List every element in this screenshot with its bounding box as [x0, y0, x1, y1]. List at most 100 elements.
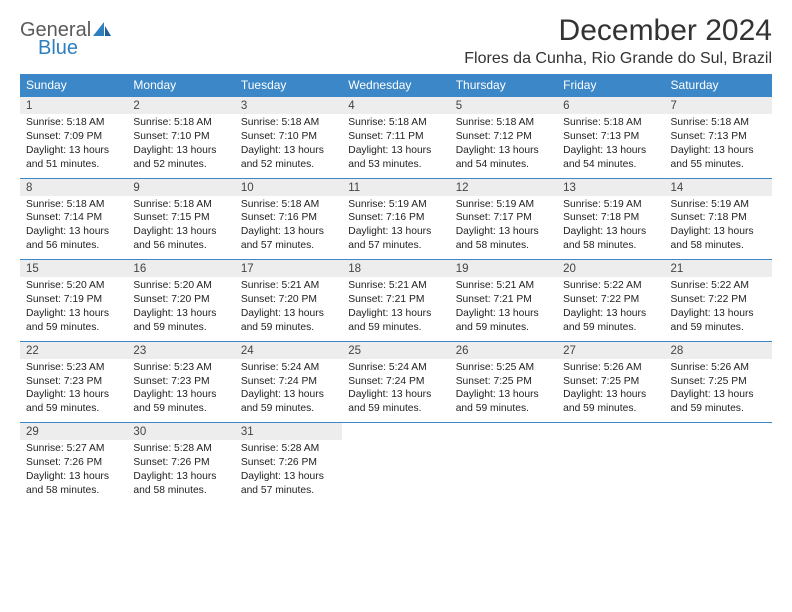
- sunset-line: Sunset: 7:23 PM: [26, 375, 121, 389]
- daylight-line: Daylight: 13 hours and 59 minutes.: [133, 307, 228, 335]
- day-number-cell: [665, 423, 772, 441]
- day-detail-cell: Sunrise: 5:18 AMSunset: 7:14 PMDaylight:…: [20, 196, 127, 260]
- sunrise-line: Sunrise: 5:26 AM: [563, 361, 658, 375]
- daylight-line: Daylight: 13 hours and 51 minutes.: [26, 144, 121, 172]
- sunrise-line: Sunrise: 5:18 AM: [26, 116, 121, 130]
- day-detail-row: Sunrise: 5:18 AMSunset: 7:09 PMDaylight:…: [20, 114, 772, 178]
- daylight-line: Daylight: 13 hours and 53 minutes.: [348, 144, 443, 172]
- sunrise-line: Sunrise: 5:21 AM: [241, 279, 336, 293]
- sunrise-line: Sunrise: 5:23 AM: [133, 361, 228, 375]
- sunrise-line: Sunrise: 5:26 AM: [671, 361, 766, 375]
- day-detail-row: Sunrise: 5:18 AMSunset: 7:14 PMDaylight:…: [20, 196, 772, 260]
- sunset-line: Sunset: 7:09 PM: [26, 130, 121, 144]
- sunrise-line: Sunrise: 5:21 AM: [348, 279, 443, 293]
- sunset-line: Sunset: 7:19 PM: [26, 293, 121, 307]
- day-number-cell: 28: [665, 341, 772, 359]
- daylight-line: Daylight: 13 hours and 55 minutes.: [671, 144, 766, 172]
- sunrise-line: Sunrise: 5:19 AM: [563, 198, 658, 212]
- day-detail-cell: Sunrise: 5:20 AMSunset: 7:19 PMDaylight:…: [20, 277, 127, 341]
- day-number-cell: 14: [665, 178, 772, 196]
- sunset-line: Sunset: 7:21 PM: [456, 293, 551, 307]
- sunset-line: Sunset: 7:20 PM: [241, 293, 336, 307]
- sunset-line: Sunset: 7:11 PM: [348, 130, 443, 144]
- day-detail-row: Sunrise: 5:20 AMSunset: 7:19 PMDaylight:…: [20, 277, 772, 341]
- day-detail-cell: Sunrise: 5:18 AMSunset: 7:12 PMDaylight:…: [450, 114, 557, 178]
- day-detail-cell: Sunrise: 5:19 AMSunset: 7:18 PMDaylight:…: [665, 196, 772, 260]
- day-number-cell: 31: [235, 423, 342, 441]
- day-detail-cell: [342, 440, 449, 504]
- weekday-header: Monday: [127, 74, 234, 97]
- day-detail-cell: [665, 440, 772, 504]
- daylight-line: Daylight: 13 hours and 58 minutes.: [133, 470, 228, 498]
- day-detail-cell: Sunrise: 5:21 AMSunset: 7:20 PMDaylight:…: [235, 277, 342, 341]
- sunrise-line: Sunrise: 5:18 AM: [133, 116, 228, 130]
- day-detail-cell: Sunrise: 5:22 AMSunset: 7:22 PMDaylight:…: [665, 277, 772, 341]
- day-detail-cell: [450, 440, 557, 504]
- day-number-cell: 8: [20, 178, 127, 196]
- sunrise-line: Sunrise: 5:18 AM: [563, 116, 658, 130]
- day-detail-cell: Sunrise: 5:18 AMSunset: 7:10 PMDaylight:…: [127, 114, 234, 178]
- day-detail-cell: Sunrise: 5:18 AMSunset: 7:13 PMDaylight:…: [557, 114, 664, 178]
- day-number-cell: 16: [127, 260, 234, 278]
- logo: General Blue: [20, 14, 111, 58]
- day-number-cell: 26: [450, 341, 557, 359]
- sunset-line: Sunset: 7:10 PM: [133, 130, 228, 144]
- sunset-line: Sunset: 7:24 PM: [241, 375, 336, 389]
- day-detail-cell: Sunrise: 5:19 AMSunset: 7:17 PMDaylight:…: [450, 196, 557, 260]
- logo-text: General Blue: [20, 20, 111, 58]
- day-number-cell: 18: [342, 260, 449, 278]
- sunset-line: Sunset: 7:26 PM: [241, 456, 336, 470]
- daylight-line: Daylight: 13 hours and 52 minutes.: [133, 144, 228, 172]
- sunrise-line: Sunrise: 5:28 AM: [133, 442, 228, 456]
- day-detail-cell: Sunrise: 5:25 AMSunset: 7:25 PMDaylight:…: [450, 359, 557, 423]
- day-detail-cell: Sunrise: 5:18 AMSunset: 7:10 PMDaylight:…: [235, 114, 342, 178]
- sunset-line: Sunset: 7:25 PM: [563, 375, 658, 389]
- day-number-cell: 6: [557, 97, 664, 115]
- sunset-line: Sunset: 7:24 PM: [348, 375, 443, 389]
- daylight-line: Daylight: 13 hours and 58 minutes.: [671, 225, 766, 253]
- daylight-line: Daylight: 13 hours and 59 minutes.: [563, 307, 658, 335]
- calendar-table: Sunday Monday Tuesday Wednesday Thursday…: [20, 74, 772, 504]
- sunrise-line: Sunrise: 5:19 AM: [671, 198, 766, 212]
- sunset-line: Sunset: 7:21 PM: [348, 293, 443, 307]
- daylight-line: Daylight: 13 hours and 59 minutes.: [133, 388, 228, 416]
- title-block: December 2024 Flores da Cunha, Rio Grand…: [464, 14, 772, 68]
- day-number-row: 293031: [20, 423, 772, 441]
- day-number-cell: 27: [557, 341, 664, 359]
- day-detail-cell: Sunrise: 5:22 AMSunset: 7:22 PMDaylight:…: [557, 277, 664, 341]
- weekday-header: Tuesday: [235, 74, 342, 97]
- sunset-line: Sunset: 7:10 PM: [241, 130, 336, 144]
- sunrise-line: Sunrise: 5:21 AM: [456, 279, 551, 293]
- day-number-cell: 22: [20, 341, 127, 359]
- day-number-cell: 3: [235, 97, 342, 115]
- day-number-cell: 1: [20, 97, 127, 115]
- day-detail-cell: Sunrise: 5:24 AMSunset: 7:24 PMDaylight:…: [235, 359, 342, 423]
- day-number-cell: 17: [235, 260, 342, 278]
- day-detail-cell: Sunrise: 5:19 AMSunset: 7:18 PMDaylight:…: [557, 196, 664, 260]
- daylight-line: Daylight: 13 hours and 59 minutes.: [348, 388, 443, 416]
- sunrise-line: Sunrise: 5:27 AM: [26, 442, 121, 456]
- daylight-line: Daylight: 13 hours and 56 minutes.: [26, 225, 121, 253]
- day-number-cell: [342, 423, 449, 441]
- daylight-line: Daylight: 13 hours and 59 minutes.: [26, 307, 121, 335]
- day-detail-cell: Sunrise: 5:26 AMSunset: 7:25 PMDaylight:…: [665, 359, 772, 423]
- day-number-cell: 9: [127, 178, 234, 196]
- month-title: December 2024: [464, 14, 772, 48]
- daylight-line: Daylight: 13 hours and 52 minutes.: [241, 144, 336, 172]
- sunrise-line: Sunrise: 5:23 AM: [26, 361, 121, 375]
- day-detail-cell: Sunrise: 5:18 AMSunset: 7:11 PMDaylight:…: [342, 114, 449, 178]
- header: General Blue December 2024 Flores da Cun…: [20, 14, 772, 68]
- sunrise-line: Sunrise: 5:22 AM: [563, 279, 658, 293]
- daylight-line: Daylight: 13 hours and 58 minutes.: [26, 470, 121, 498]
- day-number-cell: 10: [235, 178, 342, 196]
- sunrise-line: Sunrise: 5:18 AM: [133, 198, 228, 212]
- day-number-cell: [557, 423, 664, 441]
- sunset-line: Sunset: 7:17 PM: [456, 211, 551, 225]
- sunrise-line: Sunrise: 5:18 AM: [26, 198, 121, 212]
- sunrise-line: Sunrise: 5:22 AM: [671, 279, 766, 293]
- sunset-line: Sunset: 7:23 PM: [133, 375, 228, 389]
- day-detail-cell: Sunrise: 5:28 AMSunset: 7:26 PMDaylight:…: [127, 440, 234, 504]
- sunset-line: Sunset: 7:13 PM: [671, 130, 766, 144]
- weekday-header: Friday: [557, 74, 664, 97]
- sunrise-line: Sunrise: 5:18 AM: [671, 116, 766, 130]
